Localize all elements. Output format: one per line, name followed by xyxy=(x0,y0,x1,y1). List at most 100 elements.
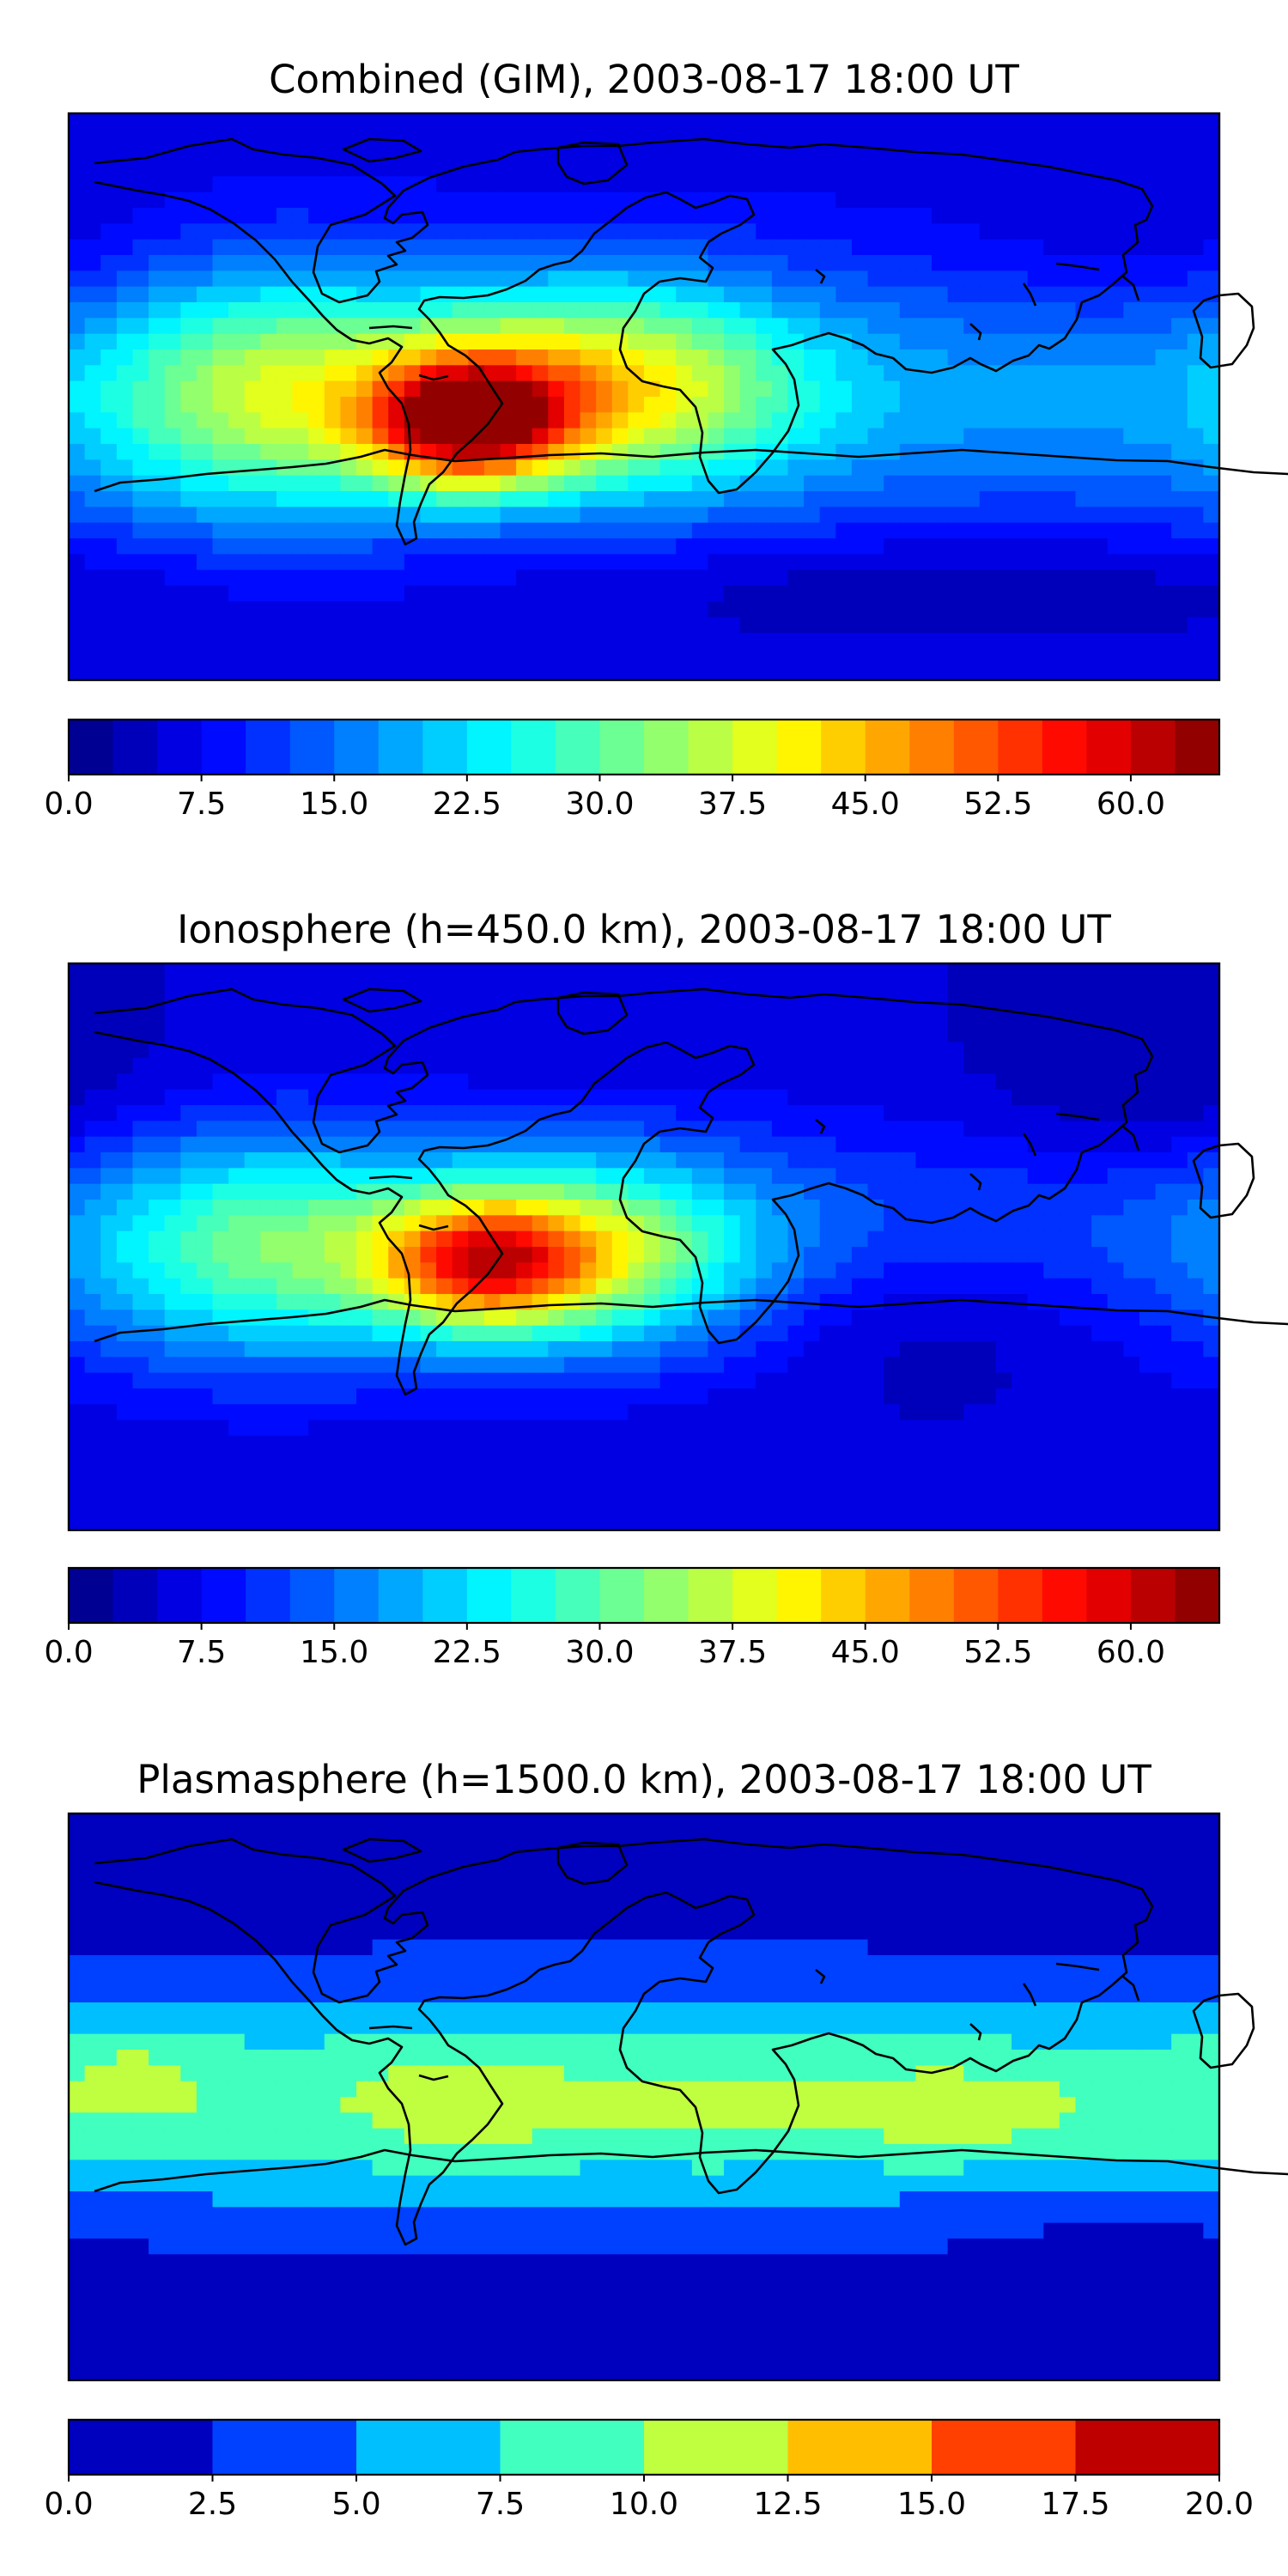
field-cell xyxy=(932,333,949,350)
field-cell xyxy=(356,979,374,996)
field-cell xyxy=(292,601,309,618)
field-cell xyxy=(884,1247,901,1263)
field-cell xyxy=(372,191,389,209)
field-cell xyxy=(819,491,836,507)
field-cell xyxy=(516,1278,533,1295)
field-cell xyxy=(596,963,613,980)
field-cell xyxy=(244,1026,261,1043)
field-cell xyxy=(340,491,357,507)
field-cell xyxy=(244,1278,261,1295)
field-cell xyxy=(180,270,197,288)
field-cell xyxy=(691,1230,709,1248)
field-cell xyxy=(1123,161,1140,177)
map-frame-gim xyxy=(67,112,1221,682)
field-cell xyxy=(611,664,629,681)
field-cell xyxy=(867,223,884,240)
field-cell xyxy=(819,1230,836,1248)
field-cell xyxy=(708,963,725,980)
field-cell xyxy=(819,1026,836,1043)
field-cell xyxy=(1107,286,1124,303)
field-cell xyxy=(787,617,805,634)
field-cell xyxy=(260,365,277,382)
field-cell xyxy=(995,1183,1012,1200)
field-cell xyxy=(851,648,869,665)
field-cell xyxy=(947,1168,964,1185)
field-cell xyxy=(724,255,741,271)
field-cell xyxy=(899,1011,916,1027)
field-cell xyxy=(116,1294,134,1310)
field-cell xyxy=(500,1011,517,1027)
field-cell xyxy=(420,1058,437,1074)
field-cell xyxy=(452,963,469,980)
field-cell xyxy=(149,239,166,256)
field-cell xyxy=(483,428,501,445)
field-cell xyxy=(884,569,901,586)
field-cell xyxy=(516,1168,533,1185)
field-cell xyxy=(1059,1042,1077,1059)
field-cell xyxy=(372,1200,389,1216)
field-cell xyxy=(995,1121,1012,1138)
field-cell xyxy=(1155,459,1172,477)
field-cell xyxy=(580,1341,597,1358)
field-cell xyxy=(628,176,645,193)
field-cell xyxy=(100,239,118,256)
field-cell xyxy=(851,617,869,634)
field-cell xyxy=(404,1419,422,1437)
field-cell xyxy=(1123,1200,1140,1216)
field-cell xyxy=(979,428,997,445)
field-cell xyxy=(372,129,389,146)
field-cell xyxy=(149,1073,166,1091)
field-cell xyxy=(69,444,86,460)
field-cell xyxy=(819,412,836,429)
field-cell xyxy=(388,1419,405,1437)
field-cell xyxy=(1155,1011,1172,1027)
field-cell xyxy=(644,223,661,240)
field-cell xyxy=(436,1152,453,1169)
field-cell xyxy=(468,1042,485,1059)
field-cell xyxy=(787,208,805,224)
field-cell xyxy=(276,1262,294,1279)
field-cell xyxy=(244,1121,261,1138)
field-cell xyxy=(739,144,756,161)
field-cell xyxy=(979,1372,997,1389)
field-cell xyxy=(292,1183,309,1200)
field-cell xyxy=(771,617,789,634)
field-cell xyxy=(563,1230,581,1248)
field-cell xyxy=(324,963,341,980)
field-cell xyxy=(676,365,693,382)
field-cell xyxy=(149,538,166,555)
field-cell xyxy=(708,1089,725,1106)
field-cell xyxy=(771,1247,789,1263)
field-cell xyxy=(787,963,805,980)
field-cell xyxy=(819,1011,836,1027)
field-cell xyxy=(1027,1247,1044,1263)
field-cell xyxy=(884,1404,901,1421)
field-cell xyxy=(1139,538,1157,555)
field-cell xyxy=(1155,1278,1172,1295)
field-cell xyxy=(676,1011,693,1027)
field-cell xyxy=(404,1325,422,1342)
field-cell xyxy=(691,1200,709,1216)
field-cell xyxy=(756,1419,773,1437)
field-cell xyxy=(372,239,389,256)
field-cell xyxy=(756,412,773,429)
field-cell xyxy=(436,1325,453,1342)
field-cell xyxy=(628,1136,645,1153)
field-cell xyxy=(1139,1089,1157,1106)
field-cell xyxy=(324,1011,341,1027)
field-cell xyxy=(420,1247,437,1263)
field-cell xyxy=(932,223,949,240)
field-cell xyxy=(819,648,836,665)
field-cell xyxy=(947,161,964,177)
field-cell xyxy=(180,1136,197,1153)
field-cell xyxy=(132,349,149,366)
field-cell xyxy=(1155,586,1172,602)
field-cell xyxy=(1155,1026,1172,1043)
field-cell xyxy=(100,270,118,288)
field-cell xyxy=(659,1200,677,1216)
field-cell xyxy=(867,664,884,681)
field-cell xyxy=(708,586,725,602)
field-cell xyxy=(116,1436,134,1452)
field-cell xyxy=(180,1419,197,1437)
field-cell xyxy=(260,1136,277,1153)
